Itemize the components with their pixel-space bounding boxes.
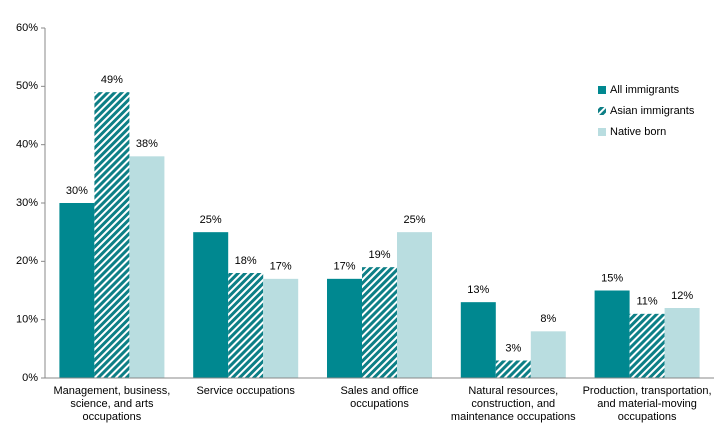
bar [495, 360, 531, 378]
legend-label: All immigrants [610, 84, 680, 96]
y-tick-label: 40% [16, 139, 38, 151]
bar [228, 273, 264, 378]
value-label: 19% [368, 249, 390, 261]
value-label: 25% [200, 214, 222, 226]
x-tick-label: Sales and office occupations [340, 385, 418, 410]
legend-swatch [598, 86, 606, 94]
legend-swatch [598, 107, 606, 115]
value-label: 11% [636, 296, 657, 308]
value-label: 18% [235, 255, 257, 267]
x-tick-label: Production, transportation, and material-… [583, 385, 712, 423]
bar [594, 290, 630, 378]
bar [327, 278, 362, 378]
y-tick-label: 60% [16, 22, 38, 34]
y-tick-label: 10% [16, 314, 38, 326]
legend-label: Asian immigrants [610, 105, 695, 117]
bar [94, 92, 130, 379]
x-tick-label: Service occupations [196, 385, 295, 397]
value-label: 17% [333, 261, 355, 273]
bar [460, 302, 496, 378]
value-label: 15% [601, 272, 623, 284]
bar [362, 267, 397, 378]
bar [129, 156, 165, 378]
y-tick-label: 20% [16, 255, 38, 267]
value-label: 3% [505, 342, 521, 354]
y-tick-label: 30% [16, 197, 38, 209]
bar [193, 232, 229, 378]
value-label: 30% [66, 185, 88, 197]
bar [59, 203, 95, 378]
x-tick-label: Natural resources, construction, and maint… [451, 385, 576, 423]
bar [664, 308, 700, 378]
bar [629, 313, 665, 378]
value-label: 25% [403, 214, 425, 226]
legend-label: Native born [610, 126, 666, 138]
legend-swatch [598, 128, 606, 136]
bar [397, 232, 432, 378]
y-tick-label: 0% [22, 372, 38, 384]
y-tick-label: 50% [16, 80, 38, 92]
bar [530, 331, 566, 378]
value-label: 17% [270, 261, 292, 273]
bar [263, 278, 299, 378]
value-label: 49% [101, 74, 123, 86]
value-label: 12% [671, 290, 693, 302]
value-label: 38% [136, 138, 158, 150]
value-label: 13% [467, 284, 489, 296]
x-tick-label: Management, business, science, and arts oc… [54, 385, 171, 423]
value-label: 8% [540, 313, 556, 325]
